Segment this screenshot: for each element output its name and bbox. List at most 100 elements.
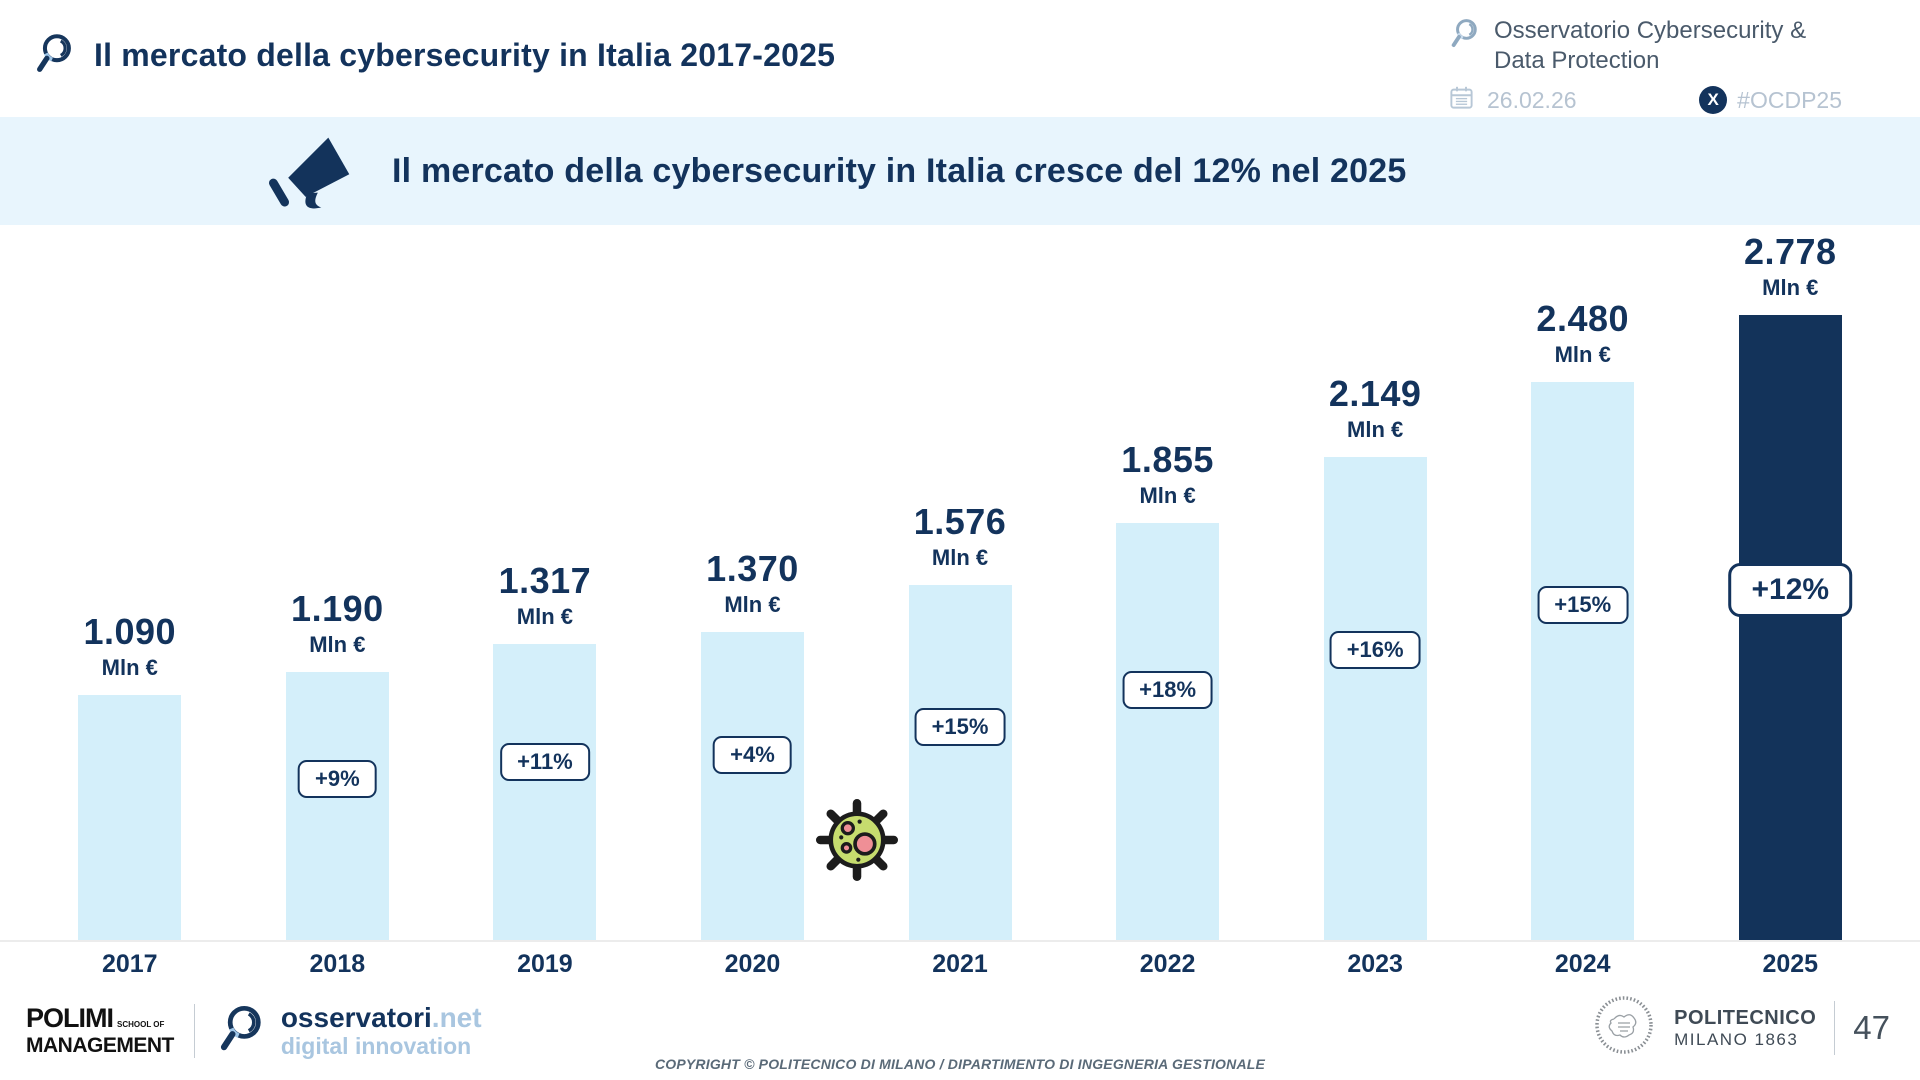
footer-right-logos: POLITECNICO MILANO 1863 47 <box>1592 993 1890 1062</box>
chart-column-2020: 1.370 Mln € +4% <box>649 548 857 940</box>
bar-highlighted <box>1738 315 1842 940</box>
bar-value-label: 2.149 Mln € <box>1329 373 1422 443</box>
politecnico-seal-icon <box>1592 993 1656 1062</box>
bar-value-label: 1.090 Mln € <box>83 611 176 681</box>
year-label: 2018 <box>309 950 366 978</box>
bar-unit: Mln € <box>1347 417 1404 442</box>
growth-badge: +15% <box>914 708 1006 746</box>
observatory-name: Osservatorio Cybersecurity & Data Protec… <box>1494 17 1807 74</box>
key-message-banner: Il mercato della cybersecurity in Italia… <box>0 117 1920 225</box>
title-group: Il mercato della cybersecurity in Italia… <box>32 30 835 81</box>
chart-column-2023: 2.149 Mln € +16% <box>1271 373 1479 940</box>
footer: POLIMI SCHOOL OF MANAGEMENT <box>0 988 1920 1080</box>
bar <box>1323 457 1427 940</box>
chart-column-2025: 2.778 Mln € +12% <box>1687 231 1895 940</box>
megaphone-icon <box>262 125 358 218</box>
bar-value-label: 1.855 Mln € <box>1121 439 1214 509</box>
bar-unit: Mln € <box>101 655 158 680</box>
bar-value: 1.190 <box>291 588 384 629</box>
bar-unit: Mln € <box>931 545 989 570</box>
year-label: 2020 <box>724 950 781 978</box>
bar-unit: Mln € <box>1762 275 1819 300</box>
bar-unit: Mln € <box>309 632 366 657</box>
footer-left-logos: POLIMI SCHOOL OF MANAGEMENT <box>26 1001 482 1060</box>
page-number: 47 <box>1853 1008 1890 1046</box>
x-social-icon: X <box>1699 86 1728 114</box>
banner-text: Il mercato della cybersecurity in Italia… <box>392 151 1407 190</box>
footer-divider <box>1834 1000 1836 1055</box>
date-label: 26.02.26 <box>1487 86 1577 113</box>
chart-column-2024: 2.480 Mln € +15% <box>1479 298 1687 940</box>
bar <box>493 644 597 940</box>
bar-value-label: 2.480 Mln € <box>1536 298 1629 368</box>
bar-value-label: 1.370 Mln € <box>706 548 799 618</box>
bar <box>1531 382 1635 940</box>
chart-column-2022: 1.855 Mln € +18% <box>1064 439 1272 940</box>
virus-icon <box>815 798 899 882</box>
osservatori-tagline: digital innovation <box>280 1032 472 1059</box>
bar-chart: 1.090 Mln € 1.190 Mln € +9% 1.317 Mln € +11% 1.3… <box>0 225 1920 940</box>
bar-value: 1.855 <box>1121 439 1214 480</box>
magnifier-logo-icon-small <box>1448 16 1482 55</box>
politecnico-line2: MILANO 1863 <box>1674 1029 1799 1049</box>
bar-wrap: +15% <box>908 585 1012 940</box>
growth-badge: +18% <box>1122 671 1214 709</box>
bar <box>285 672 389 940</box>
bar-wrap: +11% <box>493 644 597 940</box>
bar-wrap: +9% <box>285 672 389 940</box>
bar <box>700 632 804 940</box>
year-label: 2023 <box>1347 950 1403 978</box>
osservatori-logo: osservatori.net digital innovation <box>215 1001 482 1060</box>
osservatori-domain: .net <box>431 1001 482 1033</box>
bar-wrap: +12% <box>1728 315 1853 940</box>
bar-value-label: 1.576 Mln € <box>914 501 1007 571</box>
bar-unit: Mln € <box>724 592 781 617</box>
date-hashtag-row: 26.02.26 X #OCDP25 <box>1448 84 1848 116</box>
polimi-logo-line2: MANAGEMENT <box>26 1034 174 1057</box>
polimi-logo-line1-small: SCHOOL OF <box>117 1020 165 1029</box>
page-title: Il mercato della cybersecurity in Italia… <box>94 37 836 73</box>
bar-unit: Mln € <box>1554 342 1611 367</box>
chart-column-2017: 1.090 Mln € <box>26 611 234 940</box>
bar-value: 2.480 <box>1536 298 1630 339</box>
year-label: 2025 <box>1762 950 1819 978</box>
osservatori-magnifier-icon <box>215 1001 269 1060</box>
calendar-icon <box>1448 84 1475 116</box>
bar-value: 2.149 <box>1328 373 1422 414</box>
chart-column-2018: 1.190 Mln € +9% <box>234 588 442 940</box>
footer-divider <box>193 1003 195 1058</box>
bar-unit: Mln € <box>516 604 574 629</box>
osservatori-logo-text: osservatori.net digital innovation <box>280 1001 482 1059</box>
bar-wrap: +4% <box>700 632 804 940</box>
bar-value: 1.576 <box>913 501 1007 542</box>
bar <box>908 585 1012 940</box>
observatory-info: Osservatorio Cybersecurity & Data Protec… <box>1448 16 1868 116</box>
growth-badge: +15% <box>1537 586 1629 624</box>
bar-value-label: 2.778 Mln € <box>1744 231 1837 301</box>
polimi-logo-line1: POLIMI <box>26 1003 114 1033</box>
chart-baseline <box>0 940 1920 942</box>
observatory-name-row: Osservatorio Cybersecurity & Data Protec… <box>1448 16 1868 76</box>
bar-wrap <box>78 695 182 940</box>
bar-value-label: 1.317 Mln € <box>499 560 592 630</box>
bar-value-label: 1.190 Mln € <box>291 588 384 658</box>
chart-column-2021: 1.576 Mln € +15% <box>856 501 1064 940</box>
bar <box>1116 523 1220 940</box>
osservatori-brand: osservatori <box>280 1001 432 1033</box>
hashtag-label: #OCDP25 <box>1737 86 1842 113</box>
chart-columns: 1.090 Mln € 1.190 Mln € +9% 1.317 Mln € +11% 1.3… <box>0 225 1920 940</box>
header: Il mercato della cybersecurity in Italia… <box>0 0 1920 117</box>
politecnico-line1: POLITECNICO <box>1674 1006 1817 1029</box>
growth-badge: +16% <box>1329 631 1421 669</box>
magnifier-logo-icon <box>32 30 78 81</box>
growth-badge: +4% <box>713 736 792 774</box>
bar <box>78 695 182 940</box>
bar-value: 1.090 <box>83 611 177 652</box>
bar-unit: Mln € <box>1139 483 1196 508</box>
bar-value: 1.370 <box>706 548 799 589</box>
bar-wrap: +18% <box>1116 523 1220 940</box>
year-label: 2022 <box>1139 950 1196 978</box>
bar-value: 1.317 <box>498 560 592 601</box>
growth-badge: +12% <box>1728 563 1853 617</box>
